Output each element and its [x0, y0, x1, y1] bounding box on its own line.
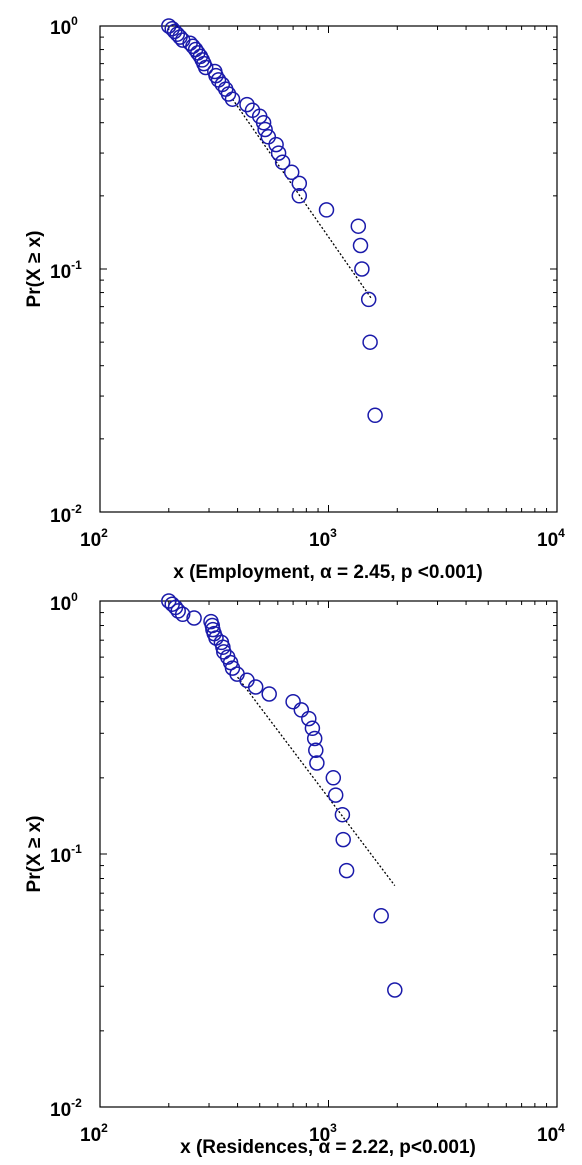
- marks-residences: [99, 593, 558, 1108]
- y-axis-label-residences: Pr(X ≥ x): [24, 816, 45, 893]
- data-point-employment: [224, 91, 241, 107]
- data-point-residences: [174, 606, 191, 623]
- ytick-label-employment-1: 10-1: [50, 258, 82, 283]
- ytick-label-residences-0: 100: [50, 590, 78, 615]
- x-axis-label-employment: x (Employment, α = 2.45, p <0.001): [173, 562, 482, 583]
- data-point-residences: [387, 982, 403, 998]
- ytick-label-residences-2: 10-2: [50, 1096, 82, 1121]
- data-point-residences: [306, 730, 323, 747]
- xtick-label-employment-2: 104: [537, 526, 565, 551]
- ytick-label-employment-2: 10-2: [50, 502, 82, 527]
- data-point-employment: [239, 96, 255, 113]
- data-point-residences: [309, 755, 325, 771]
- ytick-label-employment-0: 100: [50, 14, 78, 39]
- chart-employment: 100 10-1 10-2 102 103 104 x (Employment,…: [24, 14, 565, 583]
- data-point-employment: [197, 59, 214, 76]
- ytick-label-residences-1: 10-1: [50, 842, 82, 867]
- fit-line-residences: [237, 676, 396, 887]
- xtick-label-residences-1: 103: [309, 1121, 337, 1146]
- x-axis-label-residences: x (Residences, α = 2.22, p<0.001): [180, 1137, 476, 1158]
- marks-employment: [99, 18, 558, 513]
- data-point-residences: [338, 862, 355, 879]
- data-point-employment: [291, 175, 308, 192]
- data-point-employment: [318, 202, 335, 218]
- plot-area-residences: [99, 600, 558, 1108]
- data-point-employment: [166, 23, 183, 40]
- data-point-residences: [373, 908, 389, 924]
- data-point-employment: [362, 334, 378, 350]
- data-point-employment: [274, 154, 291, 170]
- data-point-employment: [350, 218, 367, 234]
- data-point-residences: [285, 693, 301, 710]
- data-point-employment: [354, 261, 370, 277]
- data-point-residences: [335, 831, 351, 848]
- data-point-residences: [334, 806, 351, 823]
- data-point-residences: [327, 787, 344, 803]
- xtick-label-employment-0: 102: [80, 526, 108, 551]
- data-point-employment: [164, 20, 180, 37]
- data-point-employment: [268, 136, 284, 153]
- data-point-employment: [220, 86, 237, 102]
- data-point-employment: [161, 18, 177, 34]
- xtick-label-residences-0: 102: [80, 1121, 108, 1146]
- data-point-residences: [261, 686, 277, 702]
- data-point-residences: [308, 742, 324, 759]
- data-point-employment: [169, 26, 186, 42]
- chart-residences: 100 10-1 10-2 102 103 104 x (Residences,…: [24, 590, 565, 1158]
- data-point-employment: [260, 129, 277, 145]
- data-point-residences: [170, 603, 186, 619]
- data-point-employment: [291, 188, 308, 204]
- xtick-label-residences-2: 104: [537, 1121, 565, 1146]
- y-axis-label-employment: Pr(X ≥ x): [24, 231, 45, 308]
- data-point-employment: [283, 164, 300, 181]
- data-point-residences: [186, 610, 202, 626]
- data-point-employment: [352, 237, 369, 254]
- data-point-employment: [255, 114, 272, 131]
- xtick-label-employment-1: 103: [309, 526, 337, 551]
- data-point-employment: [367, 407, 383, 424]
- plot-area-employment: [99, 25, 558, 513]
- data-point-employment: [270, 145, 287, 161]
- data-point-employment: [360, 291, 377, 308]
- data-point-employment: [257, 121, 273, 138]
- data-point-residences: [247, 679, 264, 695]
- fit-line-employment: [231, 98, 373, 300]
- data-point-residences: [304, 720, 321, 737]
- data-point-residences: [301, 710, 317, 727]
- data-point-residences: [325, 770, 342, 786]
